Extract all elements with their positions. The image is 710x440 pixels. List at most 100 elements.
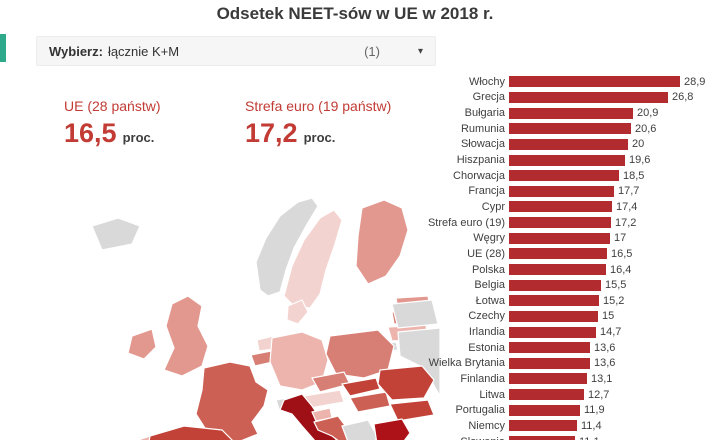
bar-value-label: 13,6 xyxy=(594,357,616,370)
bar[interactable] xyxy=(509,185,614,197)
bar-row: Rumunia 20,6 xyxy=(416,121,710,137)
bar-row: Polska 16,4 xyxy=(416,262,710,278)
bar[interactable] xyxy=(509,76,680,88)
bar-row: Słowacja 20 xyxy=(416,137,710,153)
map-country-belarus[interactable] xyxy=(391,299,439,329)
map-country-slovakia[interactable] xyxy=(340,377,381,397)
bar-value-label: 20,6 xyxy=(635,122,657,135)
map-country-bulgaria[interactable] xyxy=(389,399,435,422)
bar-value-label: 18,5 xyxy=(623,169,645,182)
bar-value-label: 19,6 xyxy=(629,154,651,167)
map-country-romania[interactable] xyxy=(377,365,435,401)
bar-row: Chorwacja 18,5 xyxy=(416,168,710,184)
bar-country-label: Irlandia xyxy=(468,326,505,339)
bar-value-label: 13,1 xyxy=(591,372,613,385)
bar[interactable] xyxy=(509,264,606,275)
stat-ue-unit: proc. xyxy=(122,130,155,145)
bar-country-label: UE (28) xyxy=(467,247,505,260)
bar[interactable] xyxy=(509,107,633,119)
bar-row: Estonia 13,6 xyxy=(416,340,710,356)
bar-country-label: Estonia xyxy=(468,341,505,354)
bar-row: Cypr 17,4 xyxy=(416,199,710,215)
bar-country-label: Cypr xyxy=(481,200,505,213)
stat-eurozone: Strefa euro (19 państw) 17,2 proc. xyxy=(245,98,391,149)
filter-count-badge: (1) xyxy=(364,43,380,59)
bar-country-label: Łotwa xyxy=(475,294,505,307)
map-country-greece[interactable] xyxy=(372,418,411,440)
bar[interactable] xyxy=(509,138,628,150)
bar-country-label: Słowacja xyxy=(460,138,505,151)
bar[interactable] xyxy=(509,201,612,213)
bar-row: Portugalia 11,9 xyxy=(416,402,710,418)
bar-value-label: 28,9 xyxy=(684,75,706,88)
bar-country-label: Francja xyxy=(468,185,505,198)
bar[interactable] xyxy=(509,404,580,416)
map-country-portugal[interactable] xyxy=(132,435,152,440)
bar-country-label: Węgry xyxy=(473,232,505,245)
map-country-sweden[interactable] xyxy=(283,209,343,309)
bar[interactable] xyxy=(509,154,625,166)
bar-row: Hiszpania 19,6 xyxy=(416,152,710,168)
map-country-denmark[interactable] xyxy=(286,299,309,325)
bar-value-label: 15,5 xyxy=(605,279,627,292)
page-title: Odsetek NEET-sów w UE w 2018 r. xyxy=(216,4,494,23)
stat-ue-value: 16,5 xyxy=(64,118,117,148)
map-country-hungary[interactable] xyxy=(349,391,391,413)
bar-value-label: 20 xyxy=(632,138,645,151)
map-country-ireland[interactable] xyxy=(127,328,157,360)
bar-value-label: 11,1 xyxy=(579,436,600,440)
bar-row: Słowenia 11,1 xyxy=(416,434,710,440)
bar-value-label: 14,7 xyxy=(600,326,622,339)
bar[interactable] xyxy=(509,232,610,244)
bar[interactable] xyxy=(509,373,587,385)
chevron-down-icon[interactable]: ▾ xyxy=(417,45,423,57)
stat-eurozone-label: Strefa euro (19 państw) xyxy=(245,98,392,114)
map-country-spain[interactable] xyxy=(142,425,236,440)
bar[interactable] xyxy=(509,342,590,354)
stat-eurozone-unit: proc. xyxy=(303,130,336,145)
bar[interactable] xyxy=(509,295,599,307)
bar-row: Wielka Brytania 13,6 xyxy=(416,356,710,372)
bar[interactable] xyxy=(509,326,596,338)
filter-dropdown[interactable]: Wybierz: łącznie K+M (1) ▾ xyxy=(36,36,436,66)
bar[interactable] xyxy=(509,436,575,440)
map-country-finland[interactable] xyxy=(355,199,409,285)
bar-value-label: 17,4 xyxy=(616,200,638,213)
bar-country-label: Grecja xyxy=(472,91,505,104)
map-country-iceland[interactable] xyxy=(91,217,141,251)
bar-country-label: Belgia xyxy=(474,279,505,292)
bar[interactable] xyxy=(509,170,619,182)
bar-value-label: 17,7 xyxy=(618,185,640,198)
bar[interactable] xyxy=(509,310,598,322)
bar-row: Niemcy 11,4 xyxy=(416,418,710,434)
map-country-poland[interactable] xyxy=(325,329,395,379)
bar-row: UE (28) 16,5 xyxy=(416,246,710,262)
map-country-uk[interactable] xyxy=(163,295,209,377)
europe-choropleth-map xyxy=(80,197,441,440)
bar-value-label: 13,6 xyxy=(594,341,616,354)
bar[interactable] xyxy=(509,279,601,291)
map-country-norway[interactable] xyxy=(255,197,319,297)
stat-ue: UE (28 państw) 16,5 proc. xyxy=(64,98,160,149)
bar-value-label: 17,2 xyxy=(615,216,637,229)
bar-row: Bułgaria 20,9 xyxy=(416,105,710,121)
bar[interactable] xyxy=(509,389,584,401)
bar[interactable] xyxy=(509,123,631,135)
bar-country-label: Czechy xyxy=(468,310,505,323)
bar-row: Czechy 15 xyxy=(416,309,710,325)
bar-country-label: Finlandia xyxy=(460,372,505,385)
bar-row: Węgry 17 xyxy=(416,230,710,246)
bar[interactable] xyxy=(509,248,607,260)
bar-value-label: 26,8 xyxy=(672,91,694,104)
bar-value-label: 12,7 xyxy=(588,388,610,401)
map-country-france[interactable] xyxy=(195,361,269,440)
bar[interactable] xyxy=(509,357,590,369)
bar[interactable] xyxy=(509,217,611,229)
bar[interactable] xyxy=(509,420,577,432)
filter-selected-value: łącznie K+M xyxy=(107,43,180,59)
map-country-bosnia-serbia[interactable] xyxy=(341,419,379,440)
filter-label: Wybierz: xyxy=(49,43,103,59)
bar-row: Finlandia 13,1 xyxy=(416,371,710,387)
bar-value-label: 20,9 xyxy=(637,107,659,120)
bar[interactable] xyxy=(509,91,668,103)
